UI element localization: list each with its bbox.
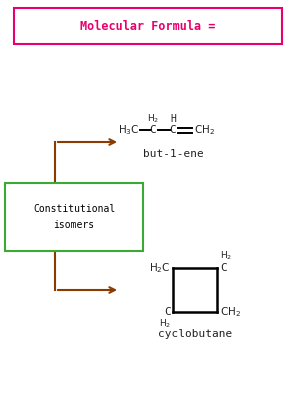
Text: cyclobutane: cyclobutane <box>158 329 232 339</box>
Bar <box>14 8 282 44</box>
Text: C: C <box>220 263 227 273</box>
Text: C: C <box>164 307 171 317</box>
Text: H: H <box>170 114 176 124</box>
Text: C: C <box>150 125 156 135</box>
Text: $\mathsf{H_2}$: $\mathsf{H_2}$ <box>147 113 159 125</box>
Text: $\mathsf{CH_2}$: $\mathsf{CH_2}$ <box>194 123 215 137</box>
Text: Constitutional
isomers: Constitutional isomers <box>33 204 115 230</box>
Text: but-1-ene: but-1-ene <box>143 149 203 159</box>
Text: Molecular Formula =: Molecular Formula = <box>80 20 216 32</box>
Text: $\mathsf{CH_2}$: $\mathsf{CH_2}$ <box>220 305 241 319</box>
Text: $\mathsf{H_3C}$: $\mathsf{H_3C}$ <box>118 123 140 137</box>
Text: C: C <box>170 125 176 135</box>
Text: $\mathsf{H_2C}$: $\mathsf{H_2C}$ <box>149 261 171 275</box>
Text: $\mathsf{H_2}$: $\mathsf{H_2}$ <box>220 250 232 262</box>
Text: $\mathsf{H_2}$: $\mathsf{H_2}$ <box>159 318 171 330</box>
Bar <box>5 183 143 251</box>
